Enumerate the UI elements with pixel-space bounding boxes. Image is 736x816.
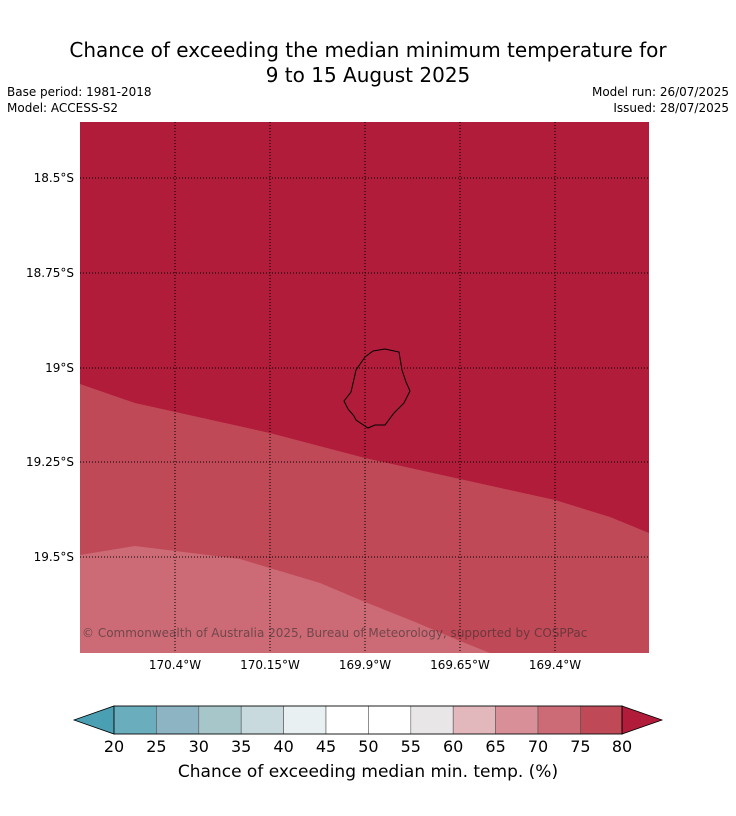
island-coastline [343, 348, 411, 429]
colorbar-segment [198, 705, 242, 735]
issued-date: Issued: 28/07/2025 [613, 101, 729, 115]
colorbar-segment [325, 705, 369, 735]
colorbar-segment [410, 705, 454, 735]
title-line-2: 9 to 15 August 2025 [265, 63, 471, 87]
colorbar-tick-label: 75 [570, 737, 591, 756]
base-period: Base period: 1981-2018 [7, 85, 152, 99]
colorbar-tick-label: 35 [231, 737, 252, 756]
copyright-notice: © Commonwealth of Australia 2025, Bureau… [82, 626, 588, 640]
latitude-label: 18.5°S [33, 171, 74, 185]
longitude-label: 169.9°W [338, 658, 392, 672]
metadata-right: Model run: 26/07/2025 Issued: 28/07/2025 [592, 84, 729, 116]
colorbar-tick-label: 50 [358, 737, 379, 756]
colorbar-segment [156, 705, 200, 735]
colorbar-tick-label: 55 [400, 737, 421, 756]
colorbar-segment [240, 705, 284, 735]
colorbar-tick-label: 60 [443, 737, 464, 756]
model-name: Model: ACCESS-S2 [7, 101, 119, 115]
longitude-label: 169.4°W [528, 658, 582, 672]
colorbar-tick-label: 70 [527, 737, 549, 756]
colorbar-segment [495, 705, 539, 735]
latitude-label: 19.5°S [33, 550, 74, 564]
latitude-label: 19°S [45, 361, 74, 375]
colorbar-segment [113, 705, 157, 735]
map-title: Chance of exceeding the median minimum t… [0, 38, 736, 88]
metadata-left: Base period: 1981-2018 Model: ACCESS-S2 [7, 84, 152, 116]
longitude-label: 169.65°W [430, 658, 490, 672]
colorbar-tick-label: 80 [611, 737, 633, 756]
colorbar-label: Chance of exceeding median min. temp. (%… [177, 762, 559, 782]
colorbar [72, 705, 664, 735]
colorbar-segment [283, 705, 327, 735]
colorbar-segment [537, 705, 581, 735]
colorbar-tick-label: 40 [273, 737, 294, 756]
latitude-label: 19.25°S [26, 455, 74, 469]
colorbar-tick-label: 30 [188, 737, 209, 756]
colorbar-tick-label: 25 [146, 737, 167, 756]
colorbar-segment [368, 705, 412, 735]
probability-band-70-75 [80, 546, 490, 653]
colorbar-tick-label: 65 [485, 737, 506, 756]
title-line-1: Chance of exceeding the median minimum t… [69, 38, 667, 62]
latitude-label: 18.75°S [26, 266, 74, 280]
longitude-label: 170.15°W [240, 658, 300, 672]
colorbar-under-arrow [72, 705, 115, 735]
model-run: Model run: 26/07/2025 [591, 85, 729, 99]
colorbar-segment [452, 705, 496, 735]
colorbar-segment [580, 705, 624, 735]
colorbar-tick-label: 45 [315, 737, 337, 756]
colorbar-tick-label: 20 [103, 737, 125, 756]
colorbar-over-arrow [621, 705, 664, 735]
longitude-label: 170.4°W [148, 658, 202, 672]
graticule [80, 122, 649, 653]
